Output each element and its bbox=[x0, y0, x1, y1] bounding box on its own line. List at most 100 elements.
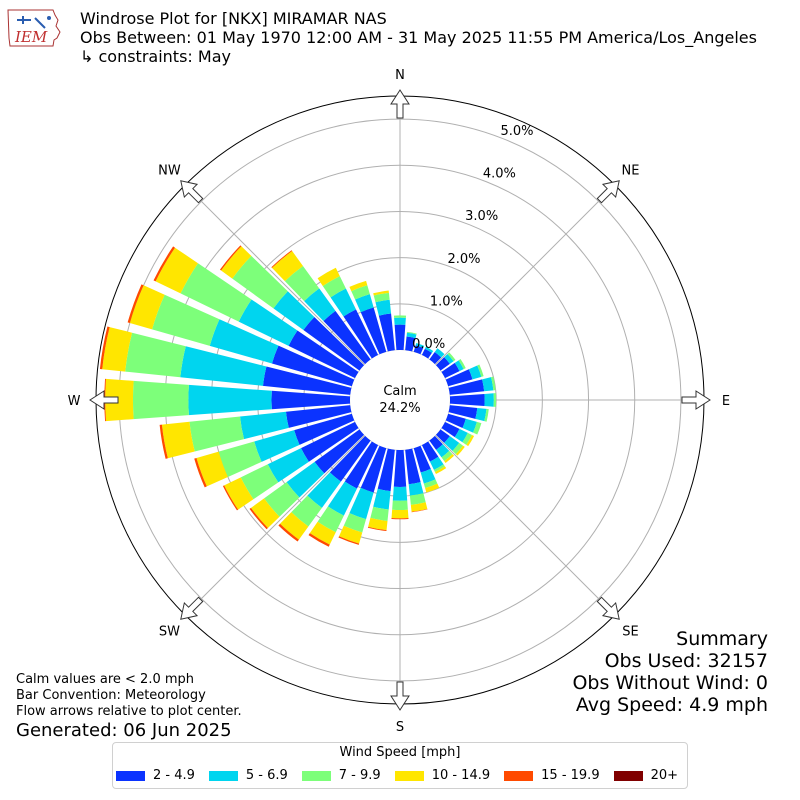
bar-segment-100-2 bbox=[484, 408, 489, 422]
bar-segment-80-2 bbox=[491, 376, 496, 391]
compass: N NE E SE S SW W NW bbox=[68, 68, 731, 735]
bar-segment-320-2 bbox=[284, 265, 320, 302]
bar-segment-10-1 bbox=[406, 332, 417, 339]
iem-logo: IEM bbox=[5, 6, 63, 50]
bar-segment-200-1 bbox=[349, 487, 374, 520]
bar-segment-50-1 bbox=[444, 353, 454, 364]
bar-segment-140-3 bbox=[444, 454, 455, 463]
bar-segment-150-1 bbox=[429, 456, 444, 470]
bar-segment-140-1 bbox=[436, 444, 450, 458]
bar-segment-220-1 bbox=[307, 472, 341, 508]
flow-arrow-icon bbox=[596, 180, 620, 204]
legend-item: 2 - 4.9 bbox=[115, 768, 195, 783]
bar-segment-180-3 bbox=[391, 509, 409, 519]
bar-segment-320-4 bbox=[271, 250, 293, 268]
flow-arrow-icon bbox=[596, 596, 620, 620]
calm-note: Calm values are < 2.0 mph bbox=[16, 672, 195, 687]
bar-segment-70-1 bbox=[468, 365, 482, 380]
logo-text: IEM bbox=[14, 28, 48, 46]
bar-segment-270-3 bbox=[105, 378, 134, 422]
legend-title: Wind Speed [mph] bbox=[339, 745, 461, 760]
bar-segment-250-1 bbox=[254, 430, 300, 462]
calm-label: Calm bbox=[383, 384, 416, 399]
bar-segment-220-0 bbox=[329, 435, 371, 482]
bar-segment-350-0 bbox=[378, 313, 395, 352]
bar-segment-150-3 bbox=[434, 466, 447, 475]
bar-segment-260-2 bbox=[189, 416, 245, 452]
bar-segment-220-3 bbox=[280, 512, 309, 540]
bar-segment-80-0 bbox=[448, 379, 485, 395]
legend-label: 10 - 14.9 bbox=[431, 768, 491, 783]
bar-segment-280-0 bbox=[262, 366, 352, 395]
bar-segment-260-1 bbox=[240, 411, 289, 440]
compass-label-SW: SW bbox=[159, 625, 180, 640]
bar-segment-310-4 bbox=[219, 245, 242, 271]
bar-segment-330-0 bbox=[343, 309, 379, 359]
bar-segment-280-3 bbox=[102, 327, 133, 372]
plot-header: Windrose Plot for [NKX] MIRAMAR NAS Obs … bbox=[80, 9, 757, 66]
grid-spoke bbox=[184, 184, 401, 401]
bar-segment-170-3 bbox=[410, 502, 428, 512]
bar-segment-300-4 bbox=[153, 246, 176, 282]
bar-segment-160-2 bbox=[423, 479, 438, 489]
bar-segment-70-2 bbox=[477, 364, 484, 377]
bar-segment-200-4 bbox=[338, 536, 360, 545]
bar-segment-300-1 bbox=[238, 299, 298, 346]
bar-segment-300-2 bbox=[180, 263, 252, 322]
bar-segment-290-1 bbox=[209, 319, 279, 364]
bar-segment-300-3 bbox=[155, 247, 198, 294]
bar-segment-210-2 bbox=[317, 506, 344, 533]
bar-segment-280-2 bbox=[125, 332, 186, 378]
bar-segment-110-1 bbox=[462, 418, 477, 433]
legend-swatch bbox=[301, 770, 331, 781]
bar-segment-150-0 bbox=[421, 441, 439, 462]
legend-item: 7 - 9.9 bbox=[301, 768, 381, 783]
bar-segment-40-0 bbox=[429, 352, 442, 365]
compass-label-NE: NE bbox=[622, 163, 640, 178]
legend-swatch bbox=[613, 770, 643, 781]
bar-segment-250-4 bbox=[194, 457, 207, 488]
flow-arrow-icon bbox=[681, 390, 711, 410]
flow-arrow-icon bbox=[180, 596, 204, 620]
bar-segment-170-2 bbox=[409, 493, 426, 505]
legend-swatch bbox=[504, 770, 534, 781]
bar-segment-30-1 bbox=[424, 346, 434, 353]
bar-segment-240-2 bbox=[240, 464, 279, 500]
constraints: ↳ constraints: May bbox=[80, 47, 231, 66]
generated-date: Generated: 06 Jun 2025 bbox=[16, 720, 232, 741]
flow-arrow-icon bbox=[180, 180, 204, 204]
bar-segment-0-2 bbox=[393, 315, 407, 318]
legend-items: 2 - 4.9 5 - 6.9 7 - 9.9 10 - 14.9 15 - 19.9 2… bbox=[113, 768, 687, 783]
bar-segment-240-3 bbox=[224, 477, 254, 510]
flow-arrow-icon bbox=[89, 390, 119, 410]
bar-segment-240-4 bbox=[222, 485, 239, 511]
obs-between: Obs Between: 01 May 1970 12:00 AM - 31 M… bbox=[80, 28, 757, 47]
bar-segment-60-0 bbox=[441, 362, 460, 379]
bar-segment-70-0 bbox=[445, 369, 473, 387]
obs-without-wind: Obs Without Wind: 0 bbox=[572, 672, 768, 694]
bar-segment-160-3 bbox=[425, 483, 440, 493]
bar-segment-310-0 bbox=[303, 316, 365, 371]
bar-segment-120-3 bbox=[466, 434, 475, 447]
legend-swatch bbox=[208, 770, 238, 781]
calm-circle bbox=[350, 350, 450, 450]
bar-segment-280-4 bbox=[99, 326, 110, 370]
bar-segment-200-0 bbox=[360, 445, 387, 493]
bar-segment-240-1 bbox=[267, 448, 309, 483]
bar-segment-120-0 bbox=[441, 421, 460, 438]
radial-tick-label: 3.0% bbox=[465, 209, 498, 224]
bar-segment-260-0 bbox=[285, 405, 352, 428]
bar-segment-190-2 bbox=[370, 506, 389, 521]
bar-segment-220-4 bbox=[278, 523, 299, 542]
bar-segment-300-0 bbox=[288, 330, 359, 379]
bar-segment-110-0 bbox=[445, 413, 466, 428]
bar-segment-210-0 bbox=[344, 441, 379, 489]
bar-segment-260-4 bbox=[159, 424, 168, 459]
bar-segment-100-1 bbox=[475, 407, 487, 422]
bar-segment-190-3 bbox=[368, 517, 388, 531]
bar-segment-340-2 bbox=[351, 285, 370, 300]
bar-segment-260-3 bbox=[161, 421, 195, 459]
legend-label: 5 - 6.9 bbox=[245, 768, 288, 783]
bar-segment-210-4 bbox=[308, 533, 330, 547]
